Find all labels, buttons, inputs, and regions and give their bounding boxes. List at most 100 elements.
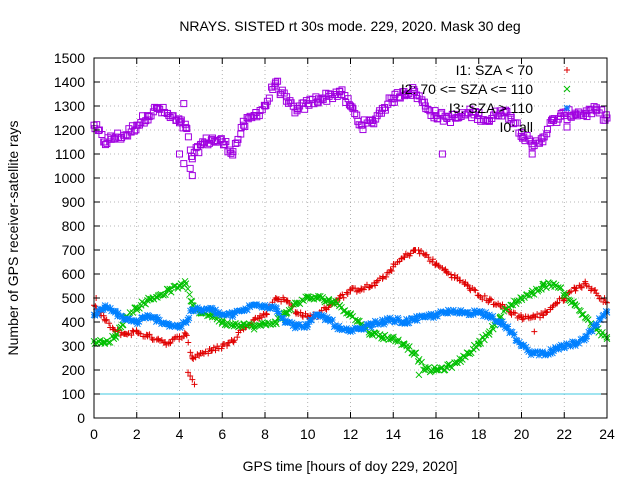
data-point: [534, 348, 541, 356]
data-point: [462, 353, 469, 361]
data-point: [265, 94, 273, 102]
data-point: [411, 316, 418, 323]
data-point: [282, 97, 290, 105]
y-tick-label: 1400: [54, 74, 85, 90]
data-point: [443, 309, 451, 316]
data-point: [336, 301, 344, 309]
data-point: [100, 306, 107, 314]
data-point: [528, 143, 536, 151]
data-point: [485, 116, 493, 124]
data-point: [315, 294, 322, 302]
data-point: [571, 301, 579, 309]
data-point: [555, 346, 563, 353]
data-point: [464, 109, 472, 117]
data-point: [218, 138, 226, 146]
data-point: [471, 286, 478, 293]
data-point: [101, 316, 108, 323]
data-point: [454, 275, 461, 282]
data-point: [165, 321, 173, 328]
data-point: [412, 349, 420, 357]
data-point: [481, 117, 489, 125]
data-point: [528, 287, 536, 295]
data-point: [540, 280, 548, 288]
data-point: [481, 336, 488, 344]
data-point: [516, 338, 523, 346]
data-point: [100, 312, 107, 319]
data-point: [315, 292, 322, 300]
data-point: [540, 312, 547, 319]
outlier-point: [188, 172, 196, 180]
data-point: [93, 307, 101, 315]
data-point: [453, 114, 461, 122]
data-point: [94, 311, 101, 319]
data-point: [489, 325, 497, 333]
legend-entry: I2: 70 <= SZA <= 110: [401, 81, 571, 97]
data-point: [513, 119, 521, 127]
data-point: [325, 295, 333, 303]
data-point: [560, 112, 568, 120]
data-point: [159, 103, 167, 111]
data-point: [142, 300, 149, 308]
data-point: [432, 311, 440, 319]
series-4: [90, 77, 611, 163]
data-point: [270, 303, 278, 311]
data-point: [486, 311, 493, 319]
y-tick-label: 1200: [54, 122, 85, 138]
legend-label: I2: 70 <= SZA <= 110: [401, 81, 533, 97]
data-point: [320, 312, 328, 320]
data-point: [602, 299, 609, 306]
data-point: [165, 112, 173, 120]
data-point: [371, 279, 378, 286]
data-point: [189, 355, 196, 361]
data-point: [351, 324, 359, 332]
data-point: [405, 319, 413, 327]
data-point: [400, 318, 408, 326]
data-point: [351, 110, 359, 118]
data-point: [197, 140, 205, 148]
data-point: [329, 316, 336, 324]
data-point: [154, 292, 162, 299]
data-point: [261, 102, 269, 110]
data-point: [373, 112, 381, 120]
y-tick-label: 900: [62, 194, 86, 210]
data-point: [539, 282, 547, 290]
data-point: [433, 261, 439, 268]
data-point: [413, 317, 421, 324]
data-point: [358, 285, 365, 292]
data-point: [347, 328, 354, 335]
data-point: [534, 311, 541, 318]
outlier-point: [415, 371, 423, 379]
data-point: [472, 287, 479, 294]
x-tick-label: 6: [218, 426, 226, 442]
data-point: [181, 277, 189, 285]
data-point: [592, 321, 600, 328]
data-point: [592, 286, 599, 293]
data-point: [549, 349, 556, 357]
data-point: [128, 122, 136, 130]
data-point: [278, 298, 285, 305]
data-point: [400, 254, 407, 261]
legend-entry: I3: SZA > 110: [449, 100, 571, 116]
data-point: [370, 120, 378, 128]
data-point: [427, 310, 435, 318]
data-point: [327, 90, 335, 98]
data-point: [518, 314, 525, 321]
data-point: [457, 112, 465, 120]
data-point: [379, 104, 387, 112]
data-point: [299, 312, 306, 319]
data-point: [283, 309, 290, 316]
data-point: [229, 338, 236, 345]
data-point: [144, 297, 151, 304]
data-point: [336, 325, 344, 333]
data-point: [123, 331, 130, 337]
data-point: [357, 121, 365, 129]
data-point: [550, 116, 558, 124]
data-point: [441, 267, 448, 274]
legend-label: I3: SZA > 110: [449, 100, 533, 116]
data-point: [240, 306, 247, 314]
data-point: [577, 336, 585, 343]
data-point: [491, 301, 498, 308]
data-point: [133, 304, 141, 311]
data-point: [246, 303, 254, 311]
data-point: [374, 321, 382, 328]
